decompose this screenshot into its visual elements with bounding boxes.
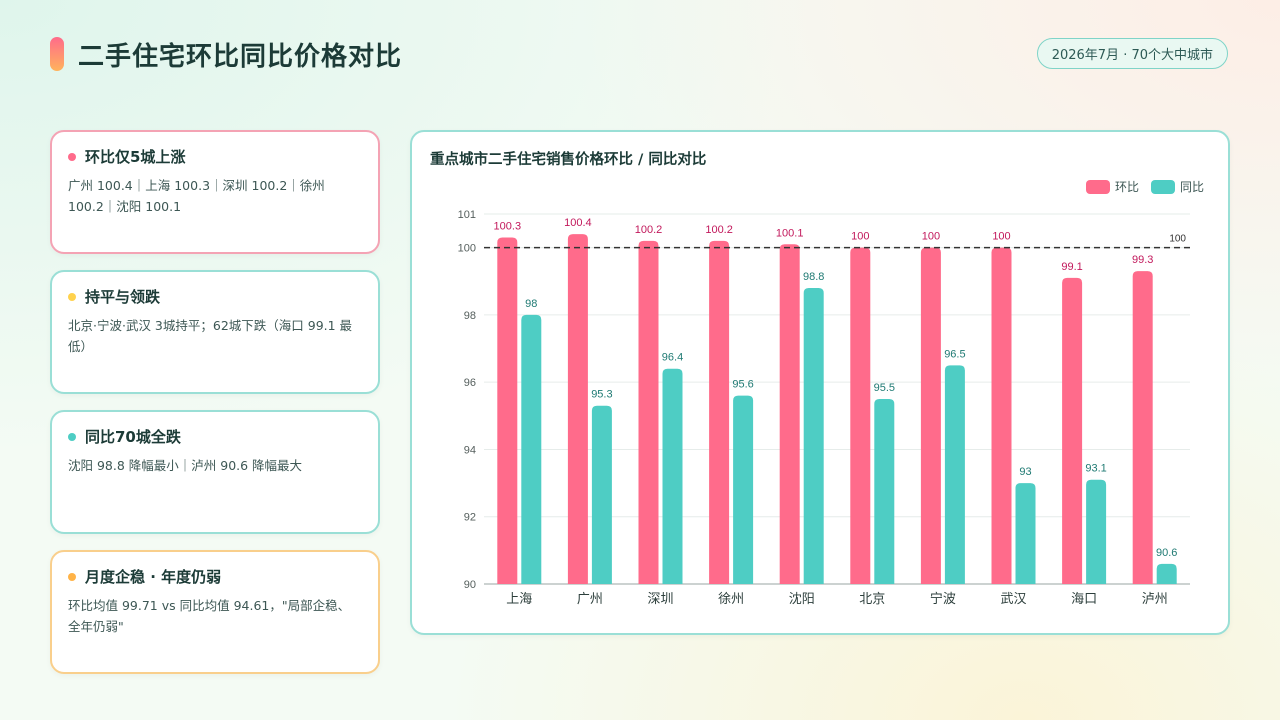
data-label: 100.2 xyxy=(635,224,663,236)
data-label: 93.1 xyxy=(1085,463,1106,475)
x-tick-label: 宁波 xyxy=(930,591,956,607)
card-head: 持平与领跌 xyxy=(68,286,362,307)
legend-label-mom: 环比 xyxy=(1114,180,1139,194)
data-label: 100 xyxy=(992,231,1010,243)
bullet-dot-icon xyxy=(68,292,76,301)
data-label: 96.5 xyxy=(944,348,965,360)
x-tick-label: 广州 xyxy=(577,592,603,607)
x-tick-label: 海口 xyxy=(1071,592,1097,607)
card-text: 环比均值 99.71 vs 同比均值 94.61，"局部企稳、全年仍弱" xyxy=(68,598,351,634)
bar-yoy xyxy=(944,365,965,584)
bar-yoy xyxy=(662,368,683,584)
data-label: 93 xyxy=(1019,466,1031,478)
x-tick-label: 沈阳 xyxy=(789,592,815,607)
bar-chart: 90 92 94 96 98 100 101 100.3 98 上海 100.4 95.3 广州 100.… xyxy=(458,209,1190,607)
data-label: 99.1 xyxy=(1061,261,1082,273)
card-title: 持平与领跌 xyxy=(85,288,161,306)
chart-panel: 90 92 94 96 98 100 101 100.3 98 上海 100.4 95.3 广州 100.… xyxy=(410,130,1230,635)
data-label: 100.1 xyxy=(776,227,804,239)
legend-label-yoy: 同比 xyxy=(1179,180,1204,194)
card-text: 沈阳 98.8 降幅最小｜泸州 90.6 降幅最大 xyxy=(68,458,303,473)
data-label: 100.2 xyxy=(705,224,733,236)
insight-card-3: 同比70城全跌 沈阳 98.8 降幅最小｜泸州 90.6 降幅最大 xyxy=(50,410,380,534)
bar-mom xyxy=(779,244,800,584)
data-label: 98.8 xyxy=(803,271,824,283)
bar-mom xyxy=(991,247,1012,584)
bullet-dot-icon xyxy=(68,152,76,161)
bar-yoy xyxy=(874,399,895,584)
card-title: 月度企稳 · 年度仍弱 xyxy=(85,568,222,586)
bar-yoy xyxy=(733,395,754,584)
x-tick-label: 上海 xyxy=(506,592,532,607)
bullet-dot-icon xyxy=(68,432,76,441)
data-label: 96.4 xyxy=(662,352,683,364)
data-label: 100 xyxy=(851,231,869,243)
bar-yoy xyxy=(803,288,824,584)
bar-yoy xyxy=(1156,563,1177,584)
card-title: 环比仅5城上涨 xyxy=(85,148,186,166)
data-label: 98 xyxy=(525,298,537,310)
card-title: 同比70城全跌 xyxy=(85,428,181,446)
page-title: 二手住宅环比同比价格对比 xyxy=(78,41,403,72)
chart-title: 重点城市二手住宅销售价格环比 / 同比对比 xyxy=(430,152,707,168)
insight-card-1: 环比仅5城上涨 广州 100.4｜上海 100.3｜深圳 100.2｜徐州 10… xyxy=(50,130,380,254)
bar-yoy xyxy=(1086,479,1107,584)
y-tick-label: 96 xyxy=(464,377,476,389)
x-tick-label: 泸州 xyxy=(1142,592,1168,607)
legend-swatch-yoy xyxy=(1150,179,1175,194)
date-badge: 2026年7月 · 70个大中城市 xyxy=(1036,38,1228,69)
data-label: 100 xyxy=(922,231,940,243)
y-tick-label: 98 xyxy=(464,310,476,322)
bar-mom xyxy=(1062,277,1083,584)
insight-card-2: 持平与领跌 北京·宁波·武汉 3城持平；62城下跌（海口 99.1 最低） xyxy=(50,270,380,394)
x-tick-label: 北京 xyxy=(859,592,885,607)
card-text: 广州 100.4｜上海 100.3｜深圳 100.2｜徐州 100.2｜沈阳 1… xyxy=(68,178,325,214)
chart-legend: 环比 同比 xyxy=(1074,178,1204,195)
reference-line-label: 100 xyxy=(1169,234,1186,245)
card-text: 北京·宁波·武汉 3城持平；62城下跌（海口 99.1 最低） xyxy=(68,318,353,354)
legend-swatch-mom xyxy=(1085,179,1110,194)
bar-yoy xyxy=(1015,483,1036,584)
x-tick-label: 徐州 xyxy=(718,592,744,607)
card-head: 同比70城全跌 xyxy=(68,426,362,447)
legend-item-mom[interactable]: 环比 xyxy=(1085,178,1139,195)
bar-mom xyxy=(497,237,518,584)
data-label: 100.3 xyxy=(494,221,522,233)
bar-mom xyxy=(567,234,588,584)
x-tick-label: 深圳 xyxy=(647,592,673,607)
insight-cards: 环比仅5城上涨 广州 100.4｜上海 100.3｜深圳 100.2｜徐州 10… xyxy=(50,130,380,690)
bar-mom xyxy=(920,247,941,584)
data-label: 95.5 xyxy=(874,382,895,394)
y-tick-label: 100 xyxy=(458,243,476,255)
bar-yoy xyxy=(591,405,612,584)
x-tick-label: 武汉 xyxy=(1000,592,1026,607)
title-accent-bar xyxy=(50,37,64,71)
data-label: 95.6 xyxy=(732,379,753,391)
legend-item-yoy[interactable]: 同比 xyxy=(1150,178,1204,195)
bar-mom xyxy=(850,247,871,584)
card-head: 环比仅5城上涨 xyxy=(68,146,362,167)
y-tick-label: 101 xyxy=(458,209,476,221)
title-bar: 二手住宅环比同比价格对比 xyxy=(50,36,402,72)
data-label: 95.3 xyxy=(591,389,612,401)
data-label: 99.3 xyxy=(1132,254,1153,266)
bullet-dot-icon xyxy=(68,572,76,581)
bar-yoy xyxy=(521,314,542,584)
y-tick-label: 94 xyxy=(464,444,476,456)
data-label: 90.6 xyxy=(1156,547,1177,559)
y-tick-label: 90 xyxy=(464,579,476,591)
bar-mom xyxy=(1132,271,1153,584)
y-tick-label: 92 xyxy=(464,512,476,524)
bar-mom xyxy=(638,240,659,584)
bar-mom xyxy=(709,240,730,584)
card-head: 月度企稳 · 年度仍弱 xyxy=(68,566,362,587)
data-label: 100.4 xyxy=(564,217,592,229)
insight-card-4: 月度企稳 · 年度仍弱 环比均值 99.71 vs 同比均值 94.61，"局部… xyxy=(50,550,380,674)
